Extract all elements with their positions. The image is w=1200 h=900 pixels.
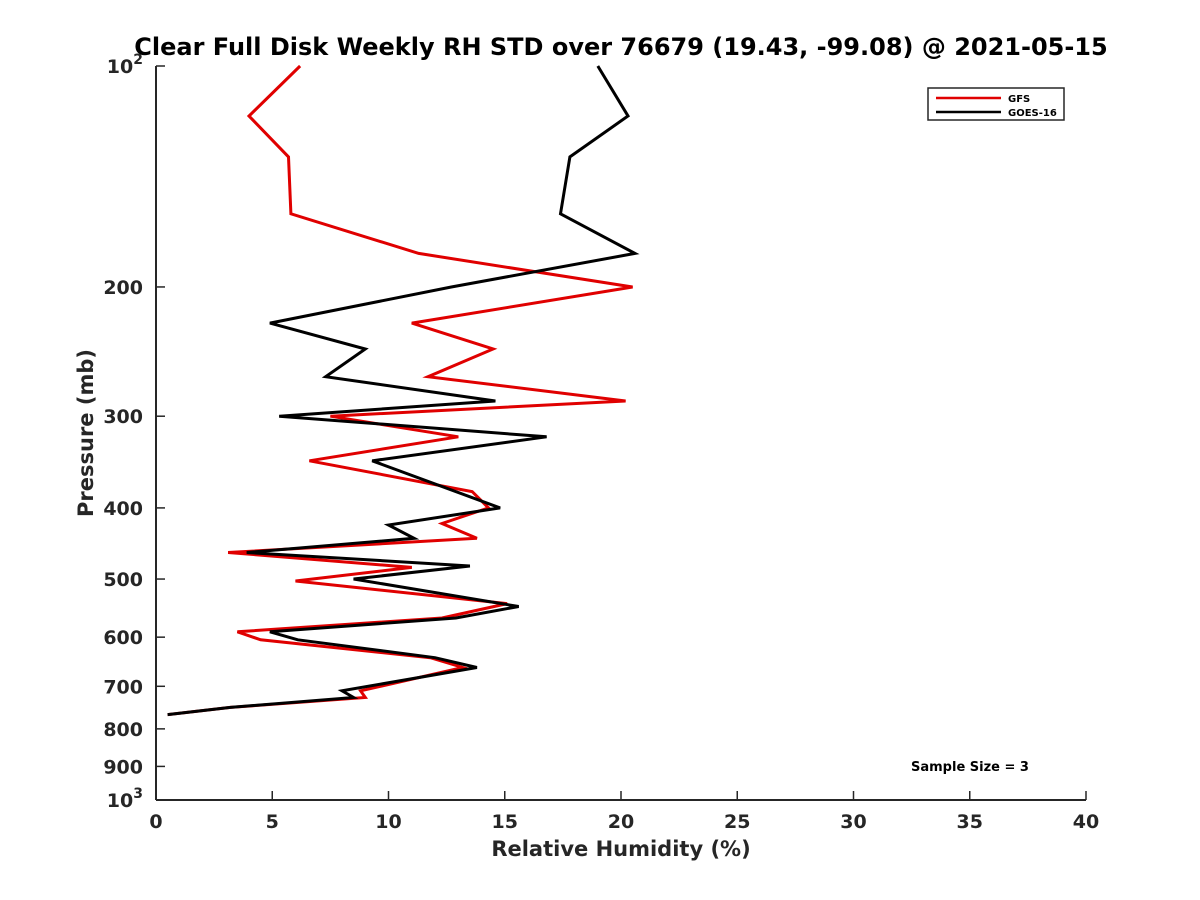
x-tick-label: 40 [1073,811,1099,833]
legend-label: GFS [1008,94,1030,105]
y-tick-label: 400 [103,498,143,520]
series-line-gfs [167,64,633,717]
y-tick-label: 300 [103,406,143,428]
y-tick-label: 102 [107,52,143,78]
x-tick-label: 35 [957,811,983,833]
x-tick-label: 30 [840,811,866,833]
x-tick-label: 0 [149,811,162,833]
series-lines [167,64,640,717]
y-tick-label: 700 [103,676,143,698]
y-tick-label: 600 [103,627,143,649]
legend-box [927,87,1065,121]
x-ticks: 0 5 10 15 20 25 30 35 40 [149,791,1099,833]
y-tick-label: 800 [103,719,143,741]
y-ticks: 102 200 300 400 500 600 700 800 900 103 [103,52,165,812]
y-tick-label: 103 [107,786,143,812]
x-tick-label: 20 [608,811,634,833]
x-tick-label: 15 [492,811,518,833]
sample-size-annotation: Sample Size = 3 [911,760,1029,775]
y-tick-label: 200 [103,277,143,299]
y-tick-label: 500 [103,569,143,591]
series-line-goes-16 [167,65,640,717]
x-axis-label: Relative Humidity (%) [491,837,750,861]
legend-label: GOES-16 [1008,108,1057,119]
chart-title: Clear Full Disk Weekly RH STD over 76679… [134,33,1107,61]
legend: GFS GOES-16 [927,87,1065,121]
plot-area [155,66,1086,801]
y-tick-label: 900 [103,756,143,778]
y-axis-label: Pressure (mb) [74,349,98,517]
x-tick-label: 5 [266,811,279,833]
x-tick-label: 10 [375,811,401,833]
x-tick-label: 25 [724,811,750,833]
